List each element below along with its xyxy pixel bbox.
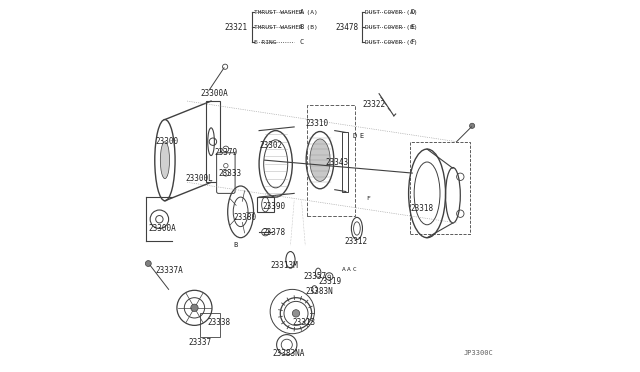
Text: 23343: 23343: [326, 157, 349, 167]
Text: 23300A: 23300A: [148, 224, 176, 233]
Text: DUST COVER (B): DUST COVER (B): [365, 25, 417, 30]
Text: 23300A: 23300A: [200, 89, 228, 98]
Text: F: F: [410, 39, 415, 45]
Ellipse shape: [191, 304, 198, 311]
Text: D: D: [353, 133, 357, 139]
Text: A: A: [342, 267, 346, 272]
Text: 23333: 23333: [218, 169, 241, 177]
Text: 23378: 23378: [263, 228, 286, 237]
Text: C: C: [300, 39, 304, 45]
Text: B: B: [233, 242, 237, 248]
Bar: [205, 101, 220, 182]
Ellipse shape: [160, 142, 170, 179]
Text: 23380: 23380: [233, 213, 257, 222]
Text: 23321: 23321: [225, 23, 248, 32]
Text: JP3300C: JP3300C: [464, 350, 493, 356]
Ellipse shape: [292, 310, 300, 317]
Text: 23313M: 23313M: [270, 261, 298, 270]
Bar: [307, 105, 355, 215]
Text: E: E: [359, 133, 364, 139]
Bar: [200, 313, 220, 337]
Text: 23319: 23319: [318, 278, 341, 286]
Ellipse shape: [310, 139, 330, 182]
Text: DUST COVER (A): DUST COVER (A): [365, 10, 417, 15]
Text: 23338: 23338: [207, 318, 230, 327]
Text: A: A: [346, 267, 350, 272]
Circle shape: [470, 123, 475, 128]
Text: 23337A: 23337A: [156, 266, 184, 275]
Bar: [410, 142, 470, 234]
Text: 23318: 23318: [410, 203, 433, 213]
Text: 23383N: 23383N: [305, 287, 333, 296]
Text: B: B: [300, 24, 304, 30]
Text: 23300L: 23300L: [185, 174, 213, 183]
Circle shape: [145, 260, 151, 266]
Text: DUST COVER (C): DUST COVER (C): [365, 39, 417, 45]
Text: F: F: [366, 196, 370, 201]
Text: A: A: [300, 9, 304, 16]
Text: 23310: 23310: [305, 119, 328, 128]
Text: E: E: [410, 24, 415, 30]
Text: 23312: 23312: [344, 237, 367, 246]
Text: E RING: E RING: [254, 39, 276, 45]
Text: THRUST WASHER (A): THRUST WASHER (A): [254, 10, 318, 15]
Text: 23383NA: 23383NA: [272, 350, 305, 359]
Text: THRUST WASHER (B): THRUST WASHER (B): [254, 25, 318, 30]
Text: 23313: 23313: [292, 318, 316, 327]
Text: 23390: 23390: [263, 202, 286, 211]
Text: 23379: 23379: [215, 148, 238, 157]
Text: 23302: 23302: [259, 141, 282, 150]
Text: 23337: 23337: [189, 339, 212, 347]
Text: 23300: 23300: [156, 137, 179, 146]
Bar: [342, 132, 348, 192]
Text: D: D: [410, 9, 415, 16]
Text: 23322: 23322: [362, 100, 385, 109]
Bar: [257, 197, 274, 212]
FancyBboxPatch shape: [216, 153, 235, 193]
Text: C: C: [353, 267, 356, 272]
Text: 23357: 23357: [303, 272, 326, 281]
Text: 23478: 23478: [335, 23, 359, 32]
